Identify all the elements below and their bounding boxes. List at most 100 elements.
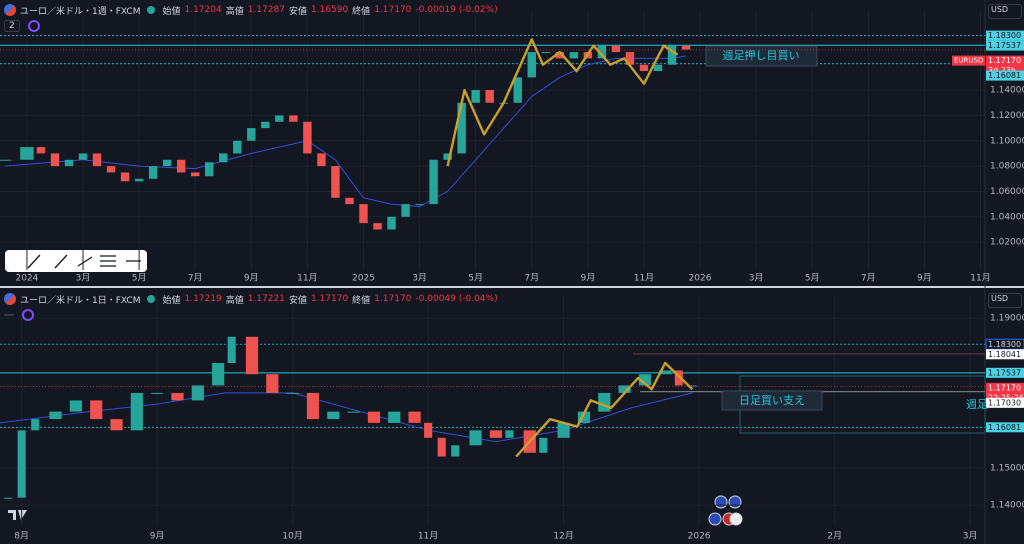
event-icons[interactable] xyxy=(708,495,743,526)
price-tag xyxy=(986,422,1024,433)
candle-body xyxy=(205,162,214,177)
candle-body xyxy=(266,374,279,393)
x-tick-label: 2025 xyxy=(352,274,375,284)
candle-body xyxy=(513,77,522,103)
price-tag xyxy=(986,349,1024,360)
candle-body xyxy=(190,172,200,177)
x-tick-label: 7月 xyxy=(188,273,203,284)
indicator-icon xyxy=(22,309,34,321)
candle-body xyxy=(219,153,228,163)
x-tick-label: 10月 xyxy=(282,531,302,542)
toolbar-icons[interactable] xyxy=(27,254,141,269)
ohlc-name: 始値 xyxy=(162,6,181,17)
x-tick-label: 12月 xyxy=(553,531,573,542)
price-tag-label: 1.17170 xyxy=(988,383,1021,392)
currency-select[interactable]: USD xyxy=(988,4,1022,19)
ohlc-name: 始値 xyxy=(162,295,181,306)
candle-body xyxy=(289,115,298,122)
candle-body xyxy=(92,153,102,167)
x-tick-label: 11月 xyxy=(970,273,990,284)
candle-body xyxy=(245,336,259,375)
event-icon[interactable] xyxy=(708,512,722,526)
candle-body xyxy=(485,90,494,103)
ohlc-name: 高値 xyxy=(225,295,244,306)
candle-body xyxy=(367,411,381,423)
candle-body xyxy=(78,153,88,160)
event-icon[interactable] xyxy=(728,495,742,509)
candle-body xyxy=(653,64,663,72)
x-tick-label: 2026 xyxy=(688,532,711,542)
price-tag-label: 1.16081 xyxy=(988,71,1021,80)
price-tag xyxy=(986,30,1024,41)
candle-body xyxy=(469,430,482,446)
candle-body xyxy=(303,121,312,154)
candle-body xyxy=(134,178,144,182)
ohlc-value: 1.17170 xyxy=(374,294,412,304)
ohlc-value: 1.17170 xyxy=(374,5,412,15)
x-tick-label: 9月 xyxy=(244,273,259,284)
annotation-text: 週足押し目買い xyxy=(723,48,800,62)
candle-body xyxy=(424,422,433,438)
symbol-icon xyxy=(4,293,16,305)
x-tick-label: 11月 xyxy=(297,273,317,284)
candle-body xyxy=(286,392,299,394)
y-tick-label: 1.08000 xyxy=(990,162,1024,172)
header-controls xyxy=(4,309,34,321)
currency-select[interactable]: USD xyxy=(988,293,1022,308)
price-tag xyxy=(986,40,1024,51)
x-tick-label: 5月 xyxy=(132,273,147,284)
y-tick-label: 1.15000 xyxy=(990,463,1024,473)
symbol-tag xyxy=(952,55,985,66)
candle-body xyxy=(457,102,466,154)
y-tick-label: 1.04000 xyxy=(990,212,1024,222)
candle-body xyxy=(347,411,360,413)
annotation-text: 週足 xyxy=(966,398,988,411)
legend-header: ユーロ／米ドル・1日・FXCM 始値 1.17219 高値 1.17221 安値 1.171… xyxy=(4,292,498,306)
event-icon[interactable] xyxy=(729,512,743,526)
drawing-toolbar[interactable] xyxy=(5,250,147,272)
candle-body xyxy=(49,411,62,420)
candle-body xyxy=(639,64,649,72)
logo-shape xyxy=(8,510,27,520)
ohlc-value: 1.17221 xyxy=(247,294,285,304)
x-tick-label: 7月 xyxy=(861,273,876,284)
x-tick-label: 3月 xyxy=(412,273,427,284)
symbol-name: ユーロ／米ドル・1週・FXCM xyxy=(20,6,141,17)
price-tag-label: 1.17030 xyxy=(988,398,1021,407)
annotation-text: 日足買い支え xyxy=(739,394,805,407)
change-value: -0.00019 (-0.02%) xyxy=(415,5,498,15)
candle-body xyxy=(20,147,34,160)
candle-body xyxy=(638,374,652,386)
collapse-button[interactable]: 2 xyxy=(4,20,20,32)
legend-header: ユーロ／米ドル・1週・FXCM 始値 1.17204 高値 1.17287 安値 1.165… xyxy=(4,3,498,17)
x-tick-label: 3月 xyxy=(749,273,764,284)
x-tick-label: 3月 xyxy=(963,531,978,542)
candle-body xyxy=(598,392,611,412)
candle-body xyxy=(327,411,340,420)
x-tick-label: 2024 xyxy=(15,274,38,284)
y-tick-label: 1.14000 xyxy=(990,86,1024,96)
event-icon[interactable] xyxy=(714,495,728,509)
y-tick-label: 1.14000 xyxy=(990,501,1024,511)
collapse-button[interactable] xyxy=(4,314,14,316)
x-tick-label: 11月 xyxy=(418,531,438,542)
candle-body xyxy=(681,45,691,50)
candle-body xyxy=(36,147,46,154)
candle-body xyxy=(317,153,326,167)
candle-body xyxy=(555,52,565,59)
candle-body xyxy=(388,411,401,423)
candle-body xyxy=(688,385,697,387)
annotation-box xyxy=(721,390,823,411)
candle-body xyxy=(306,392,320,420)
ohlc-value: 1.17204 xyxy=(184,5,222,15)
candle-body xyxy=(437,437,446,457)
candle-body xyxy=(618,385,631,393)
candle-body xyxy=(489,430,502,438)
wave-line xyxy=(446,38,679,167)
ohlc-name: 終値 xyxy=(352,295,371,306)
x-tick-label: 7月 xyxy=(524,273,539,284)
candle-body xyxy=(4,497,13,499)
chart-panel: 1.19000 1.15000 1.14000 8月 9月 10月 11月 12月 2026 2月… xyxy=(0,295,1024,542)
